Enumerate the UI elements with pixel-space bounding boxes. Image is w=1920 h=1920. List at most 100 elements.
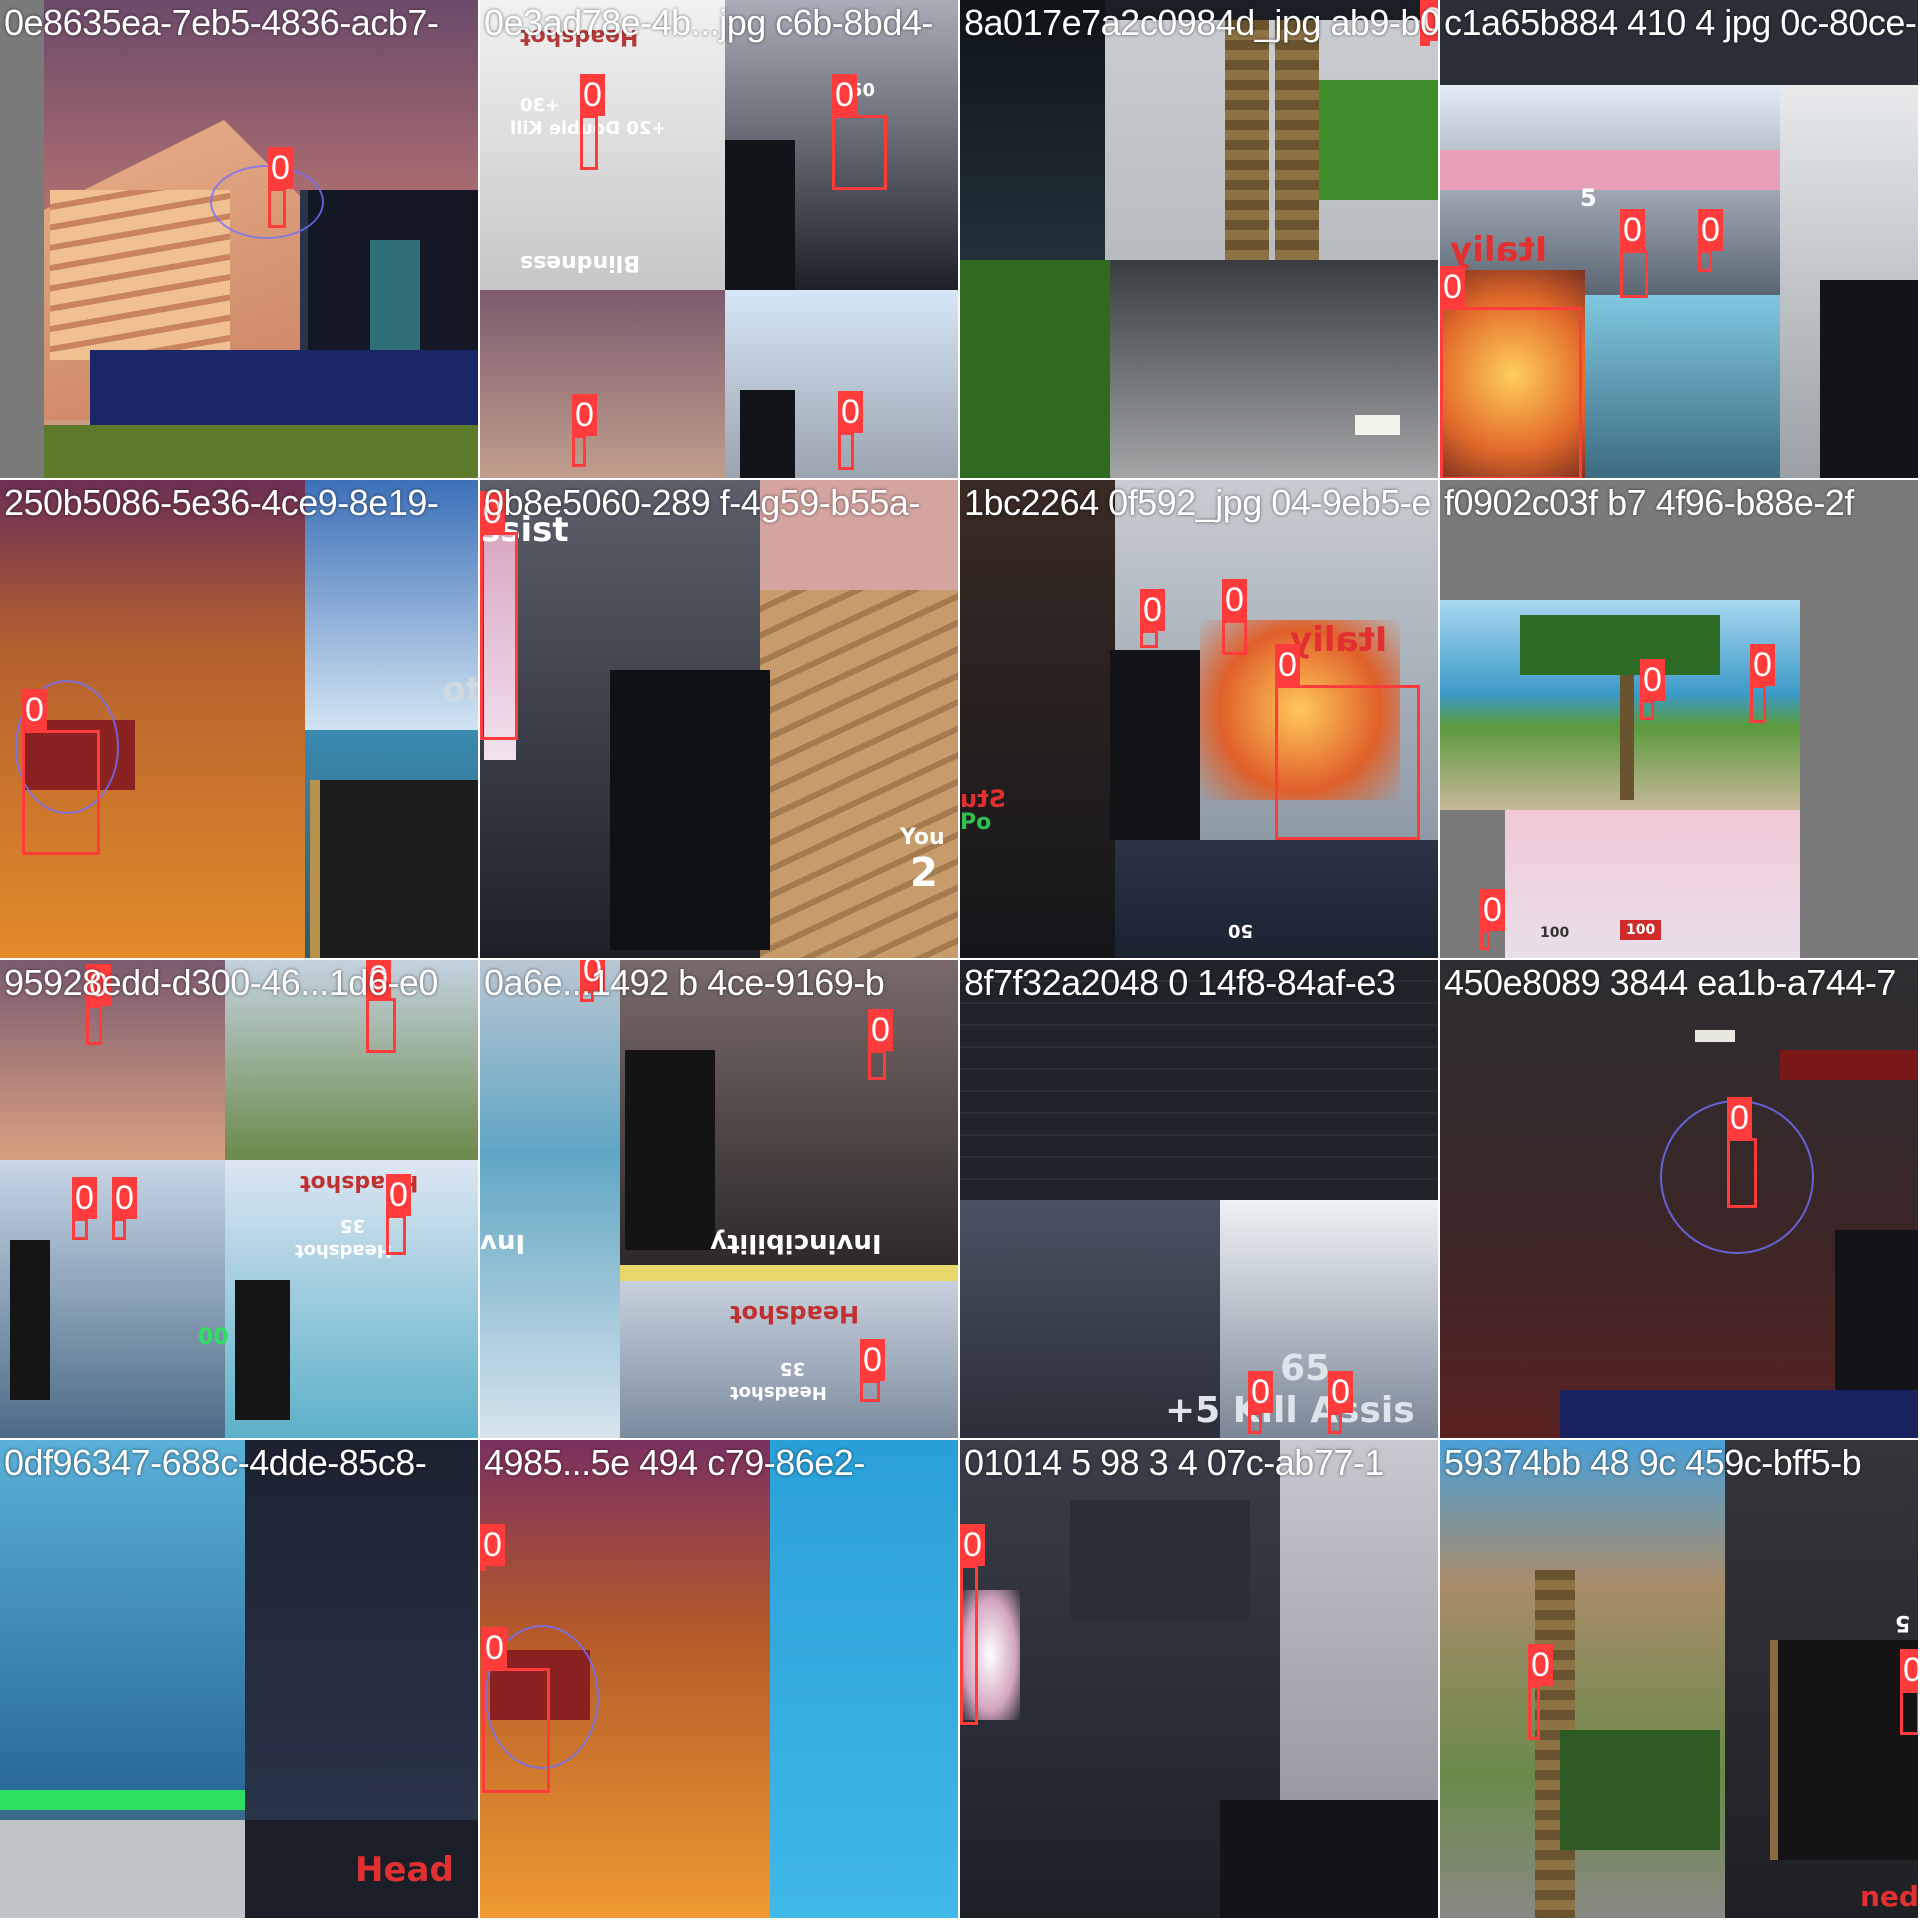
detection-label: 0 [1900, 1649, 1920, 1691]
detection-label: 0 [480, 1524, 505, 1566]
hud-headshot: Head [355, 1850, 454, 1890]
tile-title: 0b8e5060-289 f-4g59-b55a- [484, 482, 920, 524]
pool-scene [1115, 840, 1440, 960]
red-wall-stripe [1780, 1050, 1920, 1080]
detection-box: 0 [1900, 1690, 1920, 1735]
tile-title: 0a6e...1492 b 4ce-9169-b [484, 962, 884, 1004]
ceiling-light [1695, 1030, 1735, 1042]
detection-box: 0 [1698, 250, 1712, 272]
detection-box: 0 [1222, 620, 1247, 655]
detection-label: 0 [1640, 659, 1665, 701]
hud-rank: 2 [910, 850, 938, 896]
detection-box: 0 [112, 1218, 126, 1240]
mosaic-tile: Headshot 35 Headshot 00 0 0 0 0 0 95928e… [0, 960, 480, 1440]
blue-room [770, 1440, 960, 1920]
hud-status-2-text: Po [960, 810, 991, 835]
tile-title: 0df96347-688c-4dde-85c8- [4, 1442, 426, 1484]
detection-box: 0 [1528, 1685, 1540, 1740]
detection-box: 0 [482, 1668, 550, 1793]
hud-blindness: Blindness [520, 250, 640, 275]
detection-box: 0 [480, 532, 518, 740]
detection-box: 0 [1480, 930, 1490, 950]
hud-you-text: You [900, 825, 945, 850]
detection-label: 0 [112, 1177, 137, 1219]
gun [235, 1280, 290, 1420]
grass-floor [44, 425, 480, 480]
detection-label: 0 [1528, 1644, 1553, 1686]
hud-headshot-text: Head [355, 1850, 454, 1890]
mosaic-tile: ot 0 250b5086-5e36-4ce9-8e19- [0, 480, 480, 960]
pink-wall [1440, 150, 1780, 190]
detection-box: 0 [1727, 1138, 1757, 1208]
mosaic-tile: Head 0df96347-688c-4dde-85c8- [0, 1440, 480, 1920]
hud-killer-name-text: Italiy [1290, 620, 1387, 660]
tile-title: 59374bb 48 9c 459c-bff5-b [1444, 1442, 1861, 1484]
tile-title: 0e3ad78e-4b...jpg c6b-8bd4- [484, 2, 933, 44]
hud-score-text: 35 [340, 1215, 365, 1236]
ceiling-panel [1110, 260, 1440, 480]
detection-label: 0 [868, 1009, 893, 1051]
palm-leaves [960, 260, 1110, 480]
mosaic-tile: 0 8a017e7a2c0984d_jpg ab9-b07b...c1a65b8… [960, 0, 1440, 480]
detection-box: 0 [1750, 685, 1766, 723]
hud-headshot-text: Headshot [730, 1300, 859, 1328]
tile-title: 250b5086-5e36-4ce9-8e19- [4, 482, 438, 524]
detection-label: 0 [1698, 209, 1723, 251]
hud-number: 5 [1580, 184, 1597, 212]
hud-ammo: 00 [198, 1325, 229, 1350]
hud-headshot: Headshot [730, 1300, 859, 1328]
tile-title: c1a65b884 410 4 jpg 0c-80ce- [1444, 2, 1916, 44]
detection-box: 0 [480, 1565, 486, 1571]
hud-headshot-2: Headshot [295, 1240, 392, 1261]
hud-killer-name-text: Italiy [1450, 230, 1547, 270]
tile-title: 0e8635ea-7eb5-4836-acb7- [4, 2, 438, 44]
tile-title: 1bc2264 0f592_jpg 04-9eb5-e [964, 482, 1431, 524]
detection-box: 0 [1620, 250, 1648, 298]
detection-box: 0 [868, 1050, 886, 1080]
tile-floor [0, 1820, 245, 1920]
detection-box: 0 [22, 730, 100, 855]
detection-box: 0 [960, 1565, 978, 1725]
tile-title: 4985...5e 494 c79-86e2- [484, 1442, 865, 1484]
hud-ammo: 50 [1228, 920, 1253, 941]
detection-box: 0 [1140, 630, 1158, 648]
detection-label: 0 [1140, 589, 1165, 631]
detection-label: 0 [580, 74, 605, 116]
detection-label: 0 [1750, 644, 1775, 686]
invincibility-bar [620, 1265, 960, 1281]
detection-box: 0 [72, 1218, 88, 1240]
palm-trunk [1275, 20, 1319, 260]
hud-number: 5 [1895, 1610, 1910, 1635]
detection-box: 0 [86, 1005, 102, 1045]
gun-teal-panel [370, 240, 420, 350]
hud-ammo-text: 50 [1228, 920, 1253, 941]
tile-title: f0902c03f b7 4f96-b88e-2f [1444, 482, 1854, 524]
hud-killer-name: Italiy [1290, 620, 1387, 660]
detection-label: 0 [960, 1524, 985, 1566]
hud-invincibility-text: Invincibility [710, 1228, 882, 1258]
mosaic-tile: 0 01014 5 98 3 4 07c-ab77-1 [960, 1440, 1440, 1920]
hud-status-text: ned! [1860, 1880, 1920, 1913]
detection-label: 0 [22, 689, 47, 731]
detection-label: 0 [482, 1627, 507, 1669]
hud-kill-assist: +5 Kill Assis [1165, 1390, 1415, 1431]
dark-wall [960, 480, 1115, 960]
detection-label: 0 [1248, 1371, 1273, 1413]
detection-box: 0 [1248, 1412, 1262, 1434]
mosaic-tile: 0 0e8635ea-7eb5-4836-acb7- [0, 0, 480, 480]
hud-score: 35 [780, 1358, 805, 1379]
detection-label: 0 [72, 1177, 97, 1219]
hud-armor: 100 [1620, 920, 1661, 940]
mosaic-tile: 5 ned! 0 0 59374bb 48 9c 459c-bff5-b [1440, 1440, 1920, 1920]
gun [625, 1050, 715, 1250]
gun [1770, 1640, 1920, 1860]
gun [1820, 280, 1920, 480]
hud-number-text: 5 [1895, 1610, 1910, 1635]
hud-invincibility: Invincibility [710, 1228, 882, 1258]
mosaic-tile: Headshot +30 +20 Double Kill Blindness 5… [480, 0, 960, 480]
hud-you: You [900, 825, 945, 850]
gun [1220, 1800, 1440, 1920]
hud-invincibility-partial: Inv [480, 1228, 525, 1258]
detection-box: 0 [1640, 700, 1654, 720]
